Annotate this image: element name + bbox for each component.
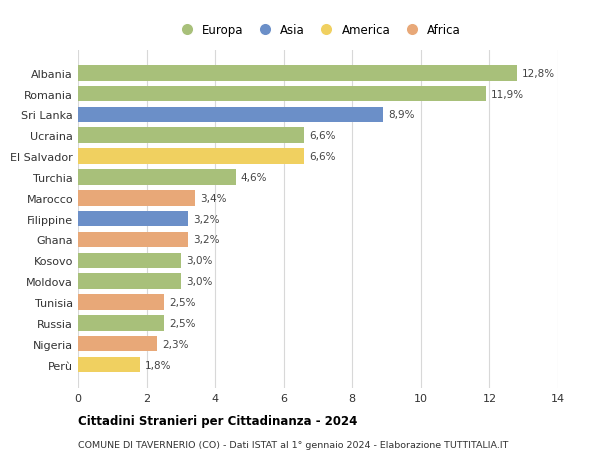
Bar <box>78 190 194 206</box>
Text: 3,2%: 3,2% <box>193 235 220 245</box>
Bar <box>78 170 236 185</box>
Text: 3,0%: 3,0% <box>186 256 212 266</box>
Text: COMUNE DI TAVERNERIO (CO) - Dati ISTAT al 1° gennaio 2024 - Elaborazione TUTTITA: COMUNE DI TAVERNERIO (CO) - Dati ISTAT a… <box>78 441 508 449</box>
Text: 3,4%: 3,4% <box>200 193 226 203</box>
Text: 4,6%: 4,6% <box>241 173 268 183</box>
Bar <box>78 87 486 102</box>
Text: 3,2%: 3,2% <box>193 214 220 224</box>
Text: 2,5%: 2,5% <box>169 318 196 328</box>
Bar <box>78 315 164 331</box>
Text: 3,0%: 3,0% <box>186 277 212 286</box>
Text: Cittadini Stranieri per Cittadinanza - 2024: Cittadini Stranieri per Cittadinanza - 2… <box>78 414 358 428</box>
Bar <box>78 232 188 248</box>
Text: 1,8%: 1,8% <box>145 360 172 369</box>
Text: 6,6%: 6,6% <box>310 131 336 141</box>
Bar <box>78 253 181 269</box>
Bar <box>78 128 304 144</box>
Bar <box>78 66 517 81</box>
Bar <box>78 274 181 289</box>
Bar <box>78 212 188 227</box>
Text: 2,3%: 2,3% <box>162 339 188 349</box>
Text: 2,5%: 2,5% <box>169 297 196 308</box>
Bar <box>78 295 164 310</box>
Bar <box>78 107 383 123</box>
Legend: Europa, Asia, America, Africa: Europa, Asia, America, Africa <box>170 19 466 42</box>
Bar <box>78 336 157 352</box>
Bar <box>78 149 304 165</box>
Text: 12,8%: 12,8% <box>522 69 555 78</box>
Text: 6,6%: 6,6% <box>310 152 336 162</box>
Text: 8,9%: 8,9% <box>388 110 415 120</box>
Bar <box>78 357 140 373</box>
Text: 11,9%: 11,9% <box>491 90 524 100</box>
